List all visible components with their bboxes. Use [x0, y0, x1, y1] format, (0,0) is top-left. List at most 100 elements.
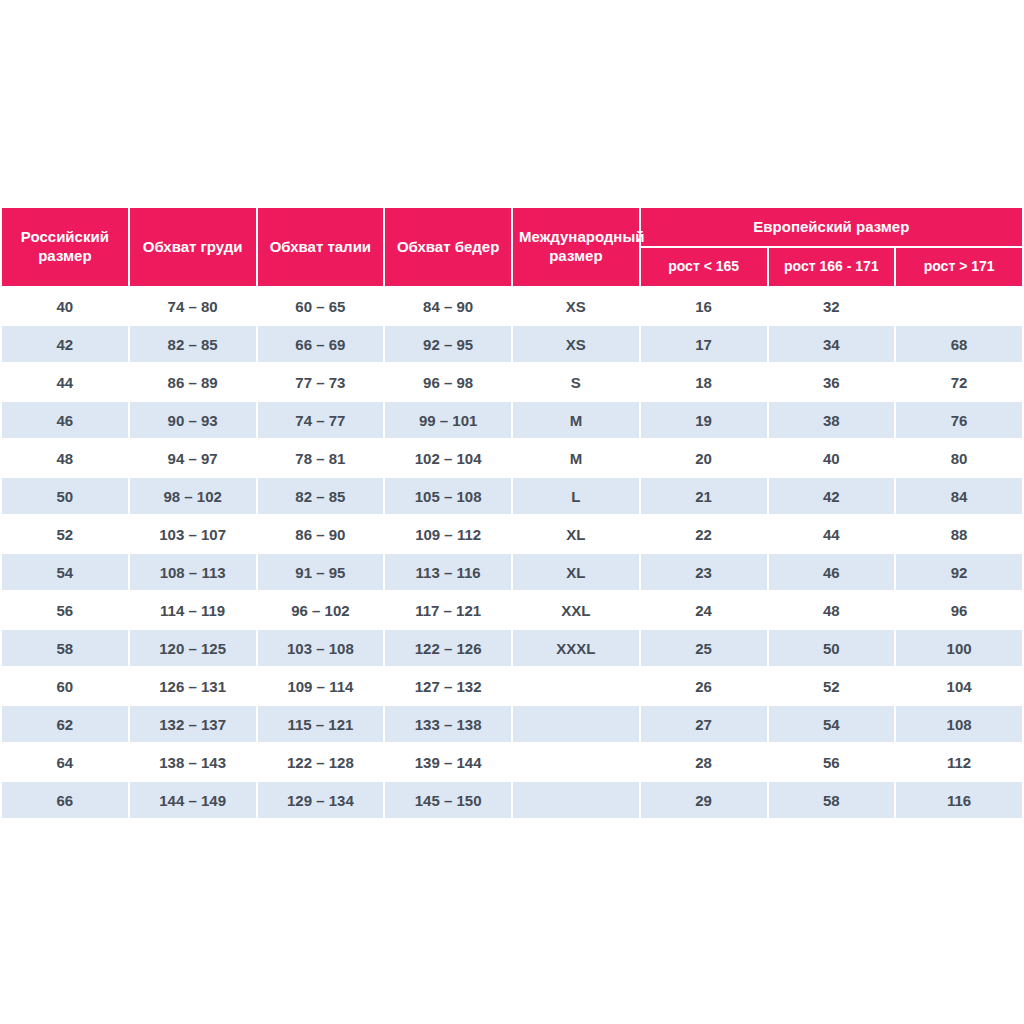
table-cell: 84	[895, 477, 1023, 515]
table-cell: 54	[768, 705, 896, 743]
table-cell: 62	[1, 705, 129, 743]
table-cell: 74 – 77	[257, 401, 385, 439]
table-row: 4690 – 9374 – 7799 – 101M193876	[1, 401, 1023, 439]
table-cell: M	[512, 439, 640, 477]
table-cell: 117 – 121	[384, 591, 512, 629]
table-cell: 25	[640, 629, 768, 667]
table-cell: XXL	[512, 591, 640, 629]
header-cell-european-group: Европейский размер	[640, 207, 1023, 247]
table-cell: 40	[768, 439, 896, 477]
table-cell: 72	[895, 363, 1023, 401]
table-cell	[512, 781, 640, 819]
table-row: 54108 – 11391 – 95113 – 116XL234692	[1, 553, 1023, 591]
table-cell: 22	[640, 515, 768, 553]
table-cell: 77 – 73	[257, 363, 385, 401]
table-cell: XL	[512, 553, 640, 591]
table-cell: 40	[1, 287, 129, 325]
table-cell: 129 – 134	[257, 781, 385, 819]
table-cell: XS	[512, 325, 640, 363]
table-cell: 21	[640, 477, 768, 515]
table-cell: 29	[640, 781, 768, 819]
table-cell: 46	[768, 553, 896, 591]
table-cell: XL	[512, 515, 640, 553]
table-row: 52103 – 10786 – 90109 – 112XL224488	[1, 515, 1023, 553]
table-row: 4486 – 8977 – 7396 – 98S183672	[1, 363, 1023, 401]
table-cell: 52	[768, 667, 896, 705]
table-cell: 17	[640, 325, 768, 363]
table-cell: 68	[895, 325, 1023, 363]
table-cell: 98 – 102	[129, 477, 257, 515]
header-cell-russian-size: Российский размер	[1, 207, 129, 287]
table-cell: 114 – 119	[129, 591, 257, 629]
table-cell: 74 – 80	[129, 287, 257, 325]
table-cell: 104	[895, 667, 1023, 705]
table-cell: 122 – 128	[257, 743, 385, 781]
table-cell: 28	[640, 743, 768, 781]
table-cell: 16	[640, 287, 768, 325]
table-cell: 138 – 143	[129, 743, 257, 781]
table-cell: 66	[1, 781, 129, 819]
table-cell: 46	[1, 401, 129, 439]
table-cell: 112	[895, 743, 1023, 781]
table-cell: 56	[1, 591, 129, 629]
table-cell: 19	[640, 401, 768, 439]
table-cell: 86 – 90	[257, 515, 385, 553]
table-cell: 27	[640, 705, 768, 743]
table-cell: 102 – 104	[384, 439, 512, 477]
table-cell: 96	[895, 591, 1023, 629]
table-row: 4282 – 8566 – 6992 – 95XS173468	[1, 325, 1023, 363]
table-cell: 76	[895, 401, 1023, 439]
header-cell-height-166-171: рост 166 - 171	[768, 247, 896, 287]
table-cell: 105 – 108	[384, 477, 512, 515]
table-cell: 109 – 114	[257, 667, 385, 705]
table-cell: 58	[1, 629, 129, 667]
table-cell: 44	[1, 363, 129, 401]
table-cell: 91 – 95	[257, 553, 385, 591]
table-cell: 115 – 121	[257, 705, 385, 743]
table-cell: 54	[1, 553, 129, 591]
table-cell: 32	[768, 287, 896, 325]
table-cell	[512, 667, 640, 705]
table-cell: 66 – 69	[257, 325, 385, 363]
table-cell: 26	[640, 667, 768, 705]
header-cell-waist: Обхват талии	[257, 207, 385, 287]
table-cell: 50	[768, 629, 896, 667]
table-cell: 108	[895, 705, 1023, 743]
table-cell: 78 – 81	[257, 439, 385, 477]
table-cell: 92	[895, 553, 1023, 591]
table-cell: 18	[640, 363, 768, 401]
table-cell: 94 – 97	[129, 439, 257, 477]
table-cell: 23	[640, 553, 768, 591]
table-row: 58120 – 125103 – 108122 – 126XXXL2550100	[1, 629, 1023, 667]
table-cell: 96 – 98	[384, 363, 512, 401]
table-cell: 24	[640, 591, 768, 629]
table-cell: 34	[768, 325, 896, 363]
table-cell: 113 – 116	[384, 553, 512, 591]
table-cell: 132 – 137	[129, 705, 257, 743]
table-cell: 42	[1, 325, 129, 363]
table-cell	[512, 743, 640, 781]
table-cell: 122 – 126	[384, 629, 512, 667]
table-cell	[895, 287, 1023, 325]
table-cell: 116	[895, 781, 1023, 819]
table-cell: 126 – 131	[129, 667, 257, 705]
table-cell: 42	[768, 477, 896, 515]
table-cell	[512, 705, 640, 743]
table-row: 56114 – 11996 – 102117 – 121XXL244896	[1, 591, 1023, 629]
table-cell: 52	[1, 515, 129, 553]
table-cell: M	[512, 401, 640, 439]
size-chart: Российский размер Обхват груди Обхват та…	[0, 206, 1024, 820]
table-cell: 86 – 89	[129, 363, 257, 401]
table-cell: 60	[1, 667, 129, 705]
table-cell: 144 – 149	[129, 781, 257, 819]
table-row: 4074 – 8060 – 6584 – 90XS1632	[1, 287, 1023, 325]
header-cell-chest: Обхват груди	[129, 207, 257, 287]
table-cell: 103 – 107	[129, 515, 257, 553]
header-cell-height-lt-165: рост < 165	[640, 247, 768, 287]
table-cell: 48	[768, 591, 896, 629]
table-cell: 20	[640, 439, 768, 477]
table-cell: 88	[895, 515, 1023, 553]
table-cell: 48	[1, 439, 129, 477]
table-cell: 103 – 108	[257, 629, 385, 667]
table-row: 66144 – 149129 – 134145 – 1502958116	[1, 781, 1023, 819]
